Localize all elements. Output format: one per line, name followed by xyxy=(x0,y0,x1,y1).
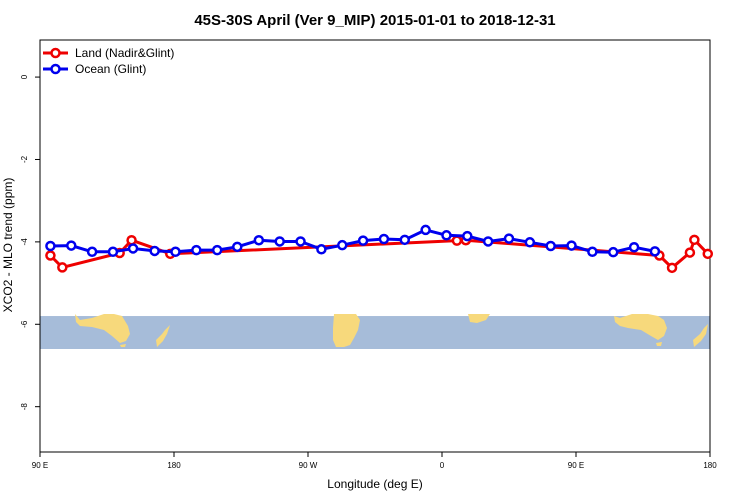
data-point xyxy=(86,246,98,258)
land-mass xyxy=(693,324,708,347)
data-point xyxy=(107,246,119,258)
data-point xyxy=(503,233,515,244)
data-point xyxy=(524,237,536,248)
land-mass xyxy=(156,325,170,347)
data-point xyxy=(399,234,411,246)
y-tick-label: -6 xyxy=(20,320,29,328)
data-point xyxy=(45,240,56,252)
data-point xyxy=(587,246,598,258)
data-point xyxy=(545,240,556,252)
chart-title: 45S-30S April (Ver 9_MIP) 2015-01-01 to … xyxy=(194,12,555,29)
data-point xyxy=(191,244,202,256)
x-tick-label: 0 xyxy=(440,461,445,470)
ocean-band xyxy=(40,316,710,349)
data-point xyxy=(684,247,696,258)
data-point xyxy=(295,236,306,247)
world-map-strip xyxy=(40,314,710,349)
data-point xyxy=(274,236,285,247)
legend-marker xyxy=(50,47,61,59)
x-tick-label: 180 xyxy=(703,461,717,470)
series-land xyxy=(45,234,714,274)
data-point xyxy=(566,240,577,251)
y-tick-label: -8 xyxy=(20,403,29,411)
data-point xyxy=(57,262,68,273)
legend-label: Ocean (Glint) xyxy=(75,62,146,76)
data-point xyxy=(316,244,327,255)
data-point xyxy=(689,234,700,246)
data-point xyxy=(232,241,243,253)
land-mass xyxy=(468,314,490,323)
axis-ticks: 90 E 180 90 W 0 90 E 180 0 -2 -4 -6 -8 xyxy=(20,74,717,470)
land-mass xyxy=(614,314,667,340)
data-point xyxy=(702,248,714,260)
data-point xyxy=(126,234,137,246)
data-point xyxy=(482,236,494,247)
data-point xyxy=(420,224,431,236)
data-point xyxy=(378,233,390,245)
data-point xyxy=(253,234,265,246)
data-point xyxy=(607,246,619,258)
legend-entry: Ocean (Glint) xyxy=(43,62,146,76)
x-tick-label: 90 E xyxy=(32,461,48,470)
legend: Land (Nadir&Glint) Ocean (Glint) xyxy=(43,46,174,76)
data-point xyxy=(451,235,463,246)
data-point xyxy=(441,230,452,241)
data-point xyxy=(357,235,369,246)
x-tick-label: 90 E xyxy=(568,461,584,470)
land-mass xyxy=(75,314,130,343)
data-point xyxy=(45,250,56,261)
y-axis-label: XCO2 - MLO trend (ppm) xyxy=(1,178,15,313)
data-point xyxy=(149,245,160,257)
land-mass xyxy=(120,344,126,347)
plot-frame xyxy=(39,39,711,453)
data-point xyxy=(628,241,640,253)
x-tick-label: 90 W xyxy=(299,461,318,470)
land-mass xyxy=(656,342,662,346)
y-tick-label: -2 xyxy=(20,155,29,163)
land-mass xyxy=(333,314,360,347)
data-point xyxy=(170,246,181,258)
x-axis-label: Longitude (deg E) xyxy=(327,477,422,491)
legend-label: Land (Nadir&Glint) xyxy=(75,46,174,60)
y-tick-label: 0 xyxy=(20,74,29,79)
data-point xyxy=(666,262,678,274)
x-tick-label: 180 xyxy=(167,461,181,470)
legend-marker xyxy=(50,63,61,75)
data-point xyxy=(462,230,473,242)
data-point xyxy=(336,239,348,251)
data-point xyxy=(649,246,661,257)
legend-entry: Land (Nadir&Glint) xyxy=(43,46,174,60)
data-point xyxy=(211,244,223,256)
series-ocean xyxy=(45,224,661,258)
data-point xyxy=(66,240,77,251)
data-point xyxy=(127,243,139,254)
y-tick-label: -4 xyxy=(20,238,29,246)
series-layer xyxy=(45,224,714,274)
